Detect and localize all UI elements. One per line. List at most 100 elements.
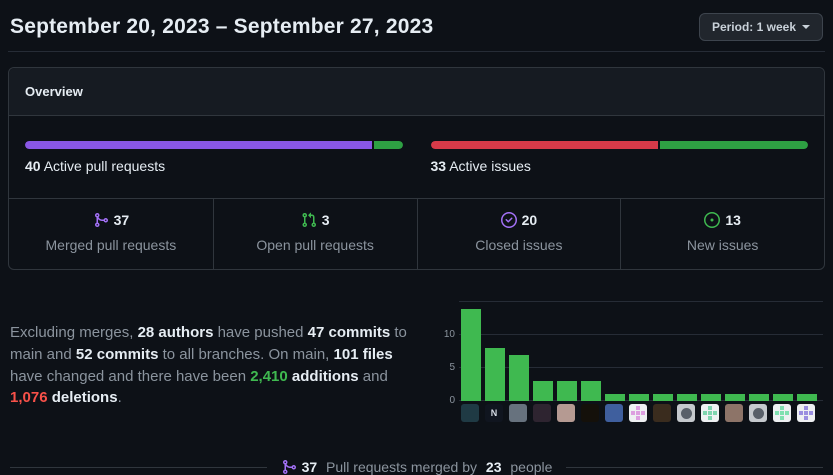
commit-bars: [461, 308, 823, 401]
contributor-avatar[interactable]: [653, 404, 671, 422]
commit-bar: [701, 394, 721, 401]
commit-bar: [557, 381, 577, 401]
gridline: [459, 301, 823, 302]
page-header: September 20, 2023 – September 27, 2023 …: [8, 13, 825, 41]
stat-merged-pull-requests: 37 Merged pull requests: [9, 199, 213, 269]
contributor-avatar[interactable]: [773, 404, 791, 422]
git-merge-icon: [282, 459, 296, 475]
commit-bar: [677, 394, 697, 401]
divider-line: [10, 466, 267, 468]
closed-issues-stat-value: 20: [521, 212, 538, 228]
period-dropdown[interactable]: Period: 1 week: [698, 13, 823, 41]
contributor-avatar[interactable]: [629, 404, 647, 422]
gridline: [459, 334, 823, 335]
title-divider: [8, 51, 825, 52]
overview-progress-section: 40 Active pull requests 33 Active issues: [9, 116, 824, 198]
deletions-word: deletions: [47, 389, 118, 407]
y-axis-tick: 10: [443, 329, 455, 340]
summary-text: have pushed: [213, 324, 308, 341]
contributor-avatar[interactable]: [677, 404, 695, 422]
contributor-avatar[interactable]: [749, 404, 767, 422]
all-commits-count: 52 commits: [75, 345, 159, 363]
commit-bar: [509, 354, 529, 401]
summary-text: have changed and there have been: [10, 367, 251, 385]
merged-by-summary: 37 Pull requests merged by 23 people: [8, 459, 825, 475]
closed-issues-stat-label: Closed issues: [475, 237, 563, 253]
overview-panel: Overview 40 Active pull requests 33 Acti…: [8, 67, 825, 270]
issues-progress-bar: [430, 141, 808, 149]
page-title: September 20, 2023 – September 27, 2023: [10, 15, 434, 38]
chevron-down-icon: [802, 25, 810, 29]
active-issues-caption: 33 Active issues: [431, 158, 809, 174]
y-axis-tick: 0: [449, 395, 455, 406]
contributor-avatar[interactable]: [605, 404, 623, 422]
contributor-avatar[interactable]: N: [485, 404, 503, 422]
merged-pr-segment: [25, 141, 373, 149]
issue-opened-icon: [704, 212, 721, 228]
merged-by-middle: Pull requests merged by: [322, 459, 481, 475]
active-pr-count: 40: [25, 158, 41, 174]
additions-count: 2,410: [250, 367, 288, 385]
contributor-avatar[interactable]: [557, 404, 575, 422]
contributor-avatar[interactable]: [797, 404, 815, 422]
people-count: 23: [485, 459, 502, 475]
content-row: Excluding merges, 28 authors have pushed…: [8, 301, 825, 422]
deletions-count: 1,076: [10, 389, 48, 407]
period-dropdown-label: Period: 1 week: [711, 20, 796, 34]
contributor-avatar[interactable]: [461, 404, 479, 422]
contributor-avatars: N: [461, 404, 823, 422]
commit-bar: [533, 381, 553, 401]
commit-bar: [581, 381, 601, 401]
active-pull-requests-caption: 40 Active pull requests: [25, 158, 403, 174]
commits-chart-plot: 10 5 0: [444, 301, 823, 406]
contributor-avatar[interactable]: [581, 404, 599, 422]
stat-closed-issues: 20 Closed issues: [416, 199, 621, 269]
files-changed-count: 101 files: [333, 345, 393, 363]
issue-closed-icon: [500, 212, 517, 228]
summary-text: and: [358, 367, 388, 385]
overview-panel-header: Overview: [9, 68, 824, 116]
pull-requests-progress-bar: [25, 141, 403, 149]
commit-bar: [797, 394, 817, 401]
open-pr-stat-label: Open pull requests: [256, 237, 374, 253]
commit-bar: [725, 394, 745, 401]
commit-bar: [749, 394, 769, 401]
contributor-avatar[interactable]: [509, 404, 527, 422]
main-commits-count: 47 commits: [307, 324, 391, 341]
contributor-avatar[interactable]: [725, 404, 743, 422]
git-pull-request-icon: [302, 212, 316, 228]
stat-open-pull-requests: 3 Open pull requests: [212, 199, 417, 269]
commit-bar: [773, 394, 793, 401]
additions-word: additions: [287, 367, 359, 385]
summary-text: to all branches. On main,: [158, 345, 334, 363]
merged-by-end: people: [506, 459, 553, 475]
stat-new-issues: 13 New issues: [620, 199, 824, 269]
commit-bar: [461, 308, 481, 401]
contributor-avatar[interactable]: [533, 404, 551, 422]
contributor-avatar[interactable]: [701, 404, 719, 422]
open-pr-segment: [374, 141, 403, 149]
commit-bar: [629, 394, 649, 401]
commit-bar: [653, 394, 673, 401]
summary-text: Excluding merges,: [10, 324, 138, 341]
active-pr-label: Active pull requests: [43, 158, 166, 174]
new-issues-stat-value: 13: [725, 212, 741, 228]
summary-text: .: [117, 389, 122, 407]
new-issues-stat-label: New issues: [686, 237, 759, 253]
commit-summary: Excluding merges, 28 authors have pushed…: [10, 322, 418, 422]
active-issues-label: Active issues: [449, 158, 531, 174]
authors-count: 28 authors: [137, 324, 214, 341]
merged-pr-total: 37: [301, 459, 318, 475]
merged-by-text: 37 Pull requests merged by 23 people: [267, 459, 567, 475]
pull-requests-progress: 40 Active pull requests: [25, 141, 403, 174]
y-axis-tick: 5: [449, 362, 455, 373]
gridline: [459, 367, 823, 368]
new-issues-segment: [660, 141, 808, 149]
open-pr-stat-value: 3: [321, 212, 330, 228]
closed-issues-segment: [430, 141, 659, 149]
active-issues-count: 33: [430, 158, 447, 174]
commits-chart: 10 5 0 N: [433, 301, 823, 422]
merged-pr-stat-value: 37: [113, 212, 130, 228]
issues-progress: 33 Active issues: [430, 141, 809, 174]
